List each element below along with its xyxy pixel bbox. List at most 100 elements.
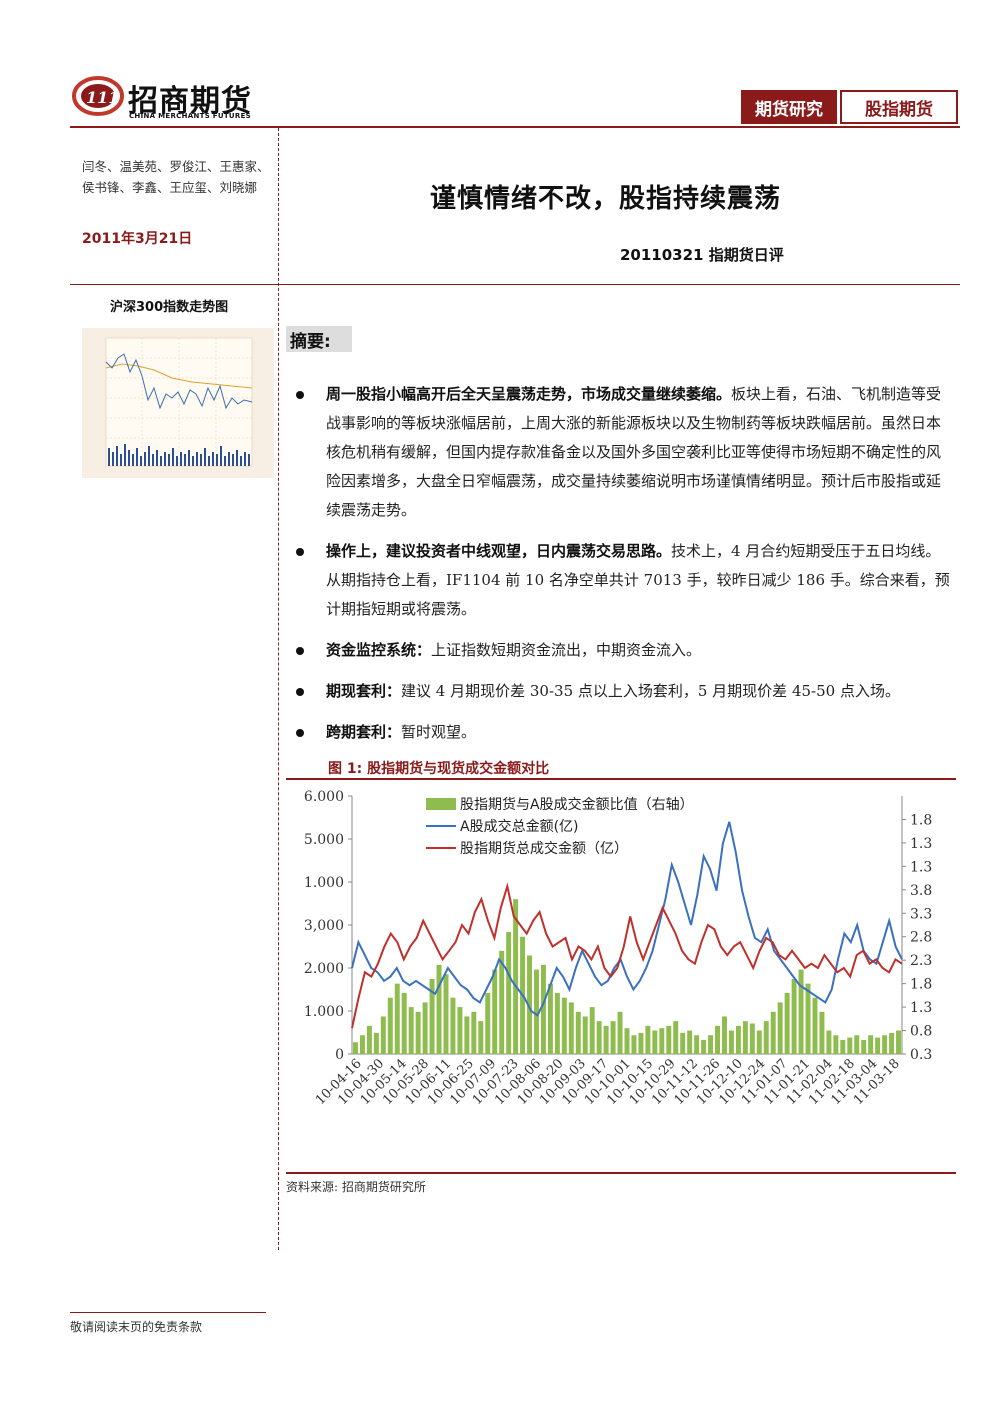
ratio-bar: [638, 1032, 644, 1054]
bullet-text: 上证指数短期资金流出，中期资金流入。: [431, 641, 702, 659]
report-title: 谨慎情绪不改，股指持续震荡: [430, 184, 782, 214]
abstract-bullets: 周一股指小幅高开后全天呈震荡走势，市场成交量继续萎缩。板块上看，石油、飞机制造等…: [290, 380, 950, 759]
legend-label: 股指期货与A股成交金额比值（右轴）: [460, 796, 694, 813]
ratio-bar: [784, 993, 790, 1054]
ratio-bar: [791, 978, 797, 1054]
bullet-item: 资金监控系统：上证指数短期资金流出，中期资金流入。: [290, 636, 950, 665]
y-left-tick-label: 2.000: [304, 961, 344, 977]
ratio-bar: [840, 1039, 846, 1054]
figure-bottom-rule: [286, 1172, 956, 1174]
footer-disclaimer: 敬请阅读末页的免责条款: [70, 1320, 203, 1334]
hs300-mini-chart: [82, 328, 274, 478]
ratio-bar: [575, 1011, 581, 1054]
ratio-bar: [471, 1011, 477, 1054]
sidebar-chart-title: 沪深300指数走势图: [110, 300, 229, 315]
bullet-dot-icon: [296, 688, 304, 696]
y-right-tick-label: 1.8: [910, 812, 932, 828]
ratio-bar: [763, 1021, 769, 1054]
ratio-bar: [673, 1021, 679, 1054]
ratio-bar: [798, 969, 804, 1054]
ratio-bar: [359, 1035, 365, 1054]
ratio-bar: [387, 997, 393, 1054]
a-share-turnover-line: [351, 821, 903, 1017]
bullet-lead: 资金监控系统：: [326, 641, 432, 659]
ratio-bar: [805, 983, 811, 1054]
turnover-comparison-chart: 0 1.000 2.000 3,000 1.000 5.000 6.000 0.3 0.8 1.3…: [304, 789, 932, 1108]
ratio-bar: [659, 1028, 665, 1054]
bullet-lead: 跨期套利：: [326, 723, 402, 741]
ratio-bar: [485, 993, 491, 1054]
bullet-text: 建议 4 月期现价差 30-35 点以上入场套利，5 月期现价差 45-50 点…: [401, 682, 900, 700]
tag-research: 期货研究: [741, 90, 837, 124]
ratio-bar: [401, 993, 407, 1054]
ratio-bar: [742, 1021, 748, 1054]
ratio-bar: [715, 1025, 720, 1054]
bullet-item: 期现套利：建议 4 月期现价差 30-35 点以上入场套利，5 月期现价差 45…: [290, 677, 950, 706]
footer-rule: [70, 1312, 266, 1313]
ratio-bar: [882, 1035, 888, 1054]
ratio-bar: [826, 1030, 832, 1054]
y-right-tick-label: 1.3: [910, 859, 932, 875]
y-left-tick-label: 0: [335, 1047, 344, 1063]
y-right-tick-label: 1.8: [910, 977, 932, 993]
y-right-tick-label: 2.8: [910, 930, 932, 946]
bullet-text: 技术上，4 月合约短期受压于五日均线。从期指持仓上看，IF1104 前 10 名…: [326, 542, 950, 618]
ratio-bar: [554, 993, 560, 1054]
ratio-bar: [527, 955, 533, 1054]
ratio-bar: [680, 1032, 686, 1054]
futures-turnover-line: [351, 882, 903, 1029]
ratio-bar: [861, 1039, 867, 1054]
ratio-bar: [728, 1030, 734, 1054]
legend-label: 股指期货总成交金额（亿）: [460, 840, 628, 857]
ratio-bar: [624, 1028, 630, 1054]
ratio-bar: [770, 1011, 776, 1054]
y-right-tick-label: 1.3: [910, 1000, 932, 1016]
ratio-bar: [735, 1025, 741, 1054]
tag-category: 股指期货: [840, 90, 958, 124]
svg-text:111: 111: [86, 88, 119, 107]
report-subtitle: 20110321 指期货日评: [620, 246, 784, 264]
bullet-text: 板块上看，石油、飞机制造等受战事影响的等板块涨幅居前，上周大涨的新能源板块以及生…: [326, 385, 942, 519]
ratio-bar: [749, 1023, 755, 1054]
y-left-tick-label: 5.000: [304, 832, 344, 848]
figure-top-rule: [286, 778, 956, 780]
ratio-bar: [422, 1002, 428, 1054]
ratio-bar: [756, 1030, 762, 1054]
bullet-lead: 期现套利：: [326, 682, 402, 700]
bullet-dot-icon: [296, 647, 304, 655]
ratio-bar: [847, 1037, 853, 1054]
ratio-bar: [443, 974, 449, 1054]
ratio-bar: [708, 1035, 714, 1054]
ratio-bar: [408, 1007, 414, 1054]
figure-title: 图 1: 股指期货与现货成交金额对比: [328, 761, 550, 777]
ratio-bar: [617, 1011, 623, 1054]
legend-label: A股成交总金额(亿): [460, 818, 579, 835]
report-date: 2011年3月21日: [82, 231, 193, 247]
ratio-bar: [687, 1030, 693, 1054]
ratio-bar: [833, 1035, 839, 1054]
y-right-tick-label: 3.8: [910, 883, 932, 899]
abstract-label: 摘要:: [286, 326, 352, 352]
ratio-bar: [645, 1025, 651, 1054]
ratio-bar: [540, 964, 546, 1054]
ratio-bar: [875, 1037, 881, 1054]
title-rule: [70, 284, 960, 285]
ratio-bar: [777, 1002, 783, 1054]
y-right-tick-label: 3.3: [910, 906, 932, 922]
ratio-bar: [547, 983, 553, 1054]
company-logo-icon: 111: [72, 76, 124, 116]
ratio-bar: [701, 1039, 707, 1054]
ratio-bar: [610, 1021, 616, 1054]
ratio-bar: [819, 1011, 825, 1054]
ratio-bar: [582, 1016, 588, 1054]
ratio-bar: [415, 1011, 421, 1054]
logo-text-cn: 招商期货: [128, 84, 252, 119]
y-left-tick-label: 6.000: [304, 789, 344, 805]
bullet-lead: 周一股指小幅高开后全天呈震荡走势，市场成交量继续萎缩。: [326, 385, 732, 403]
bullet-item: 周一股指小幅高开后全天呈震荡走势，市场成交量继续萎缩。板块上看，石油、飞机制造等…: [290, 380, 950, 525]
ratio-bar: [652, 1030, 658, 1054]
legend-swatch-bar: [426, 798, 456, 810]
ratio-bar: [603, 1025, 609, 1054]
ratio-bar: [492, 969, 498, 1054]
bullet-lead: 操作上，建议投资者中线观望，日内震荡交易思路。: [326, 542, 672, 560]
